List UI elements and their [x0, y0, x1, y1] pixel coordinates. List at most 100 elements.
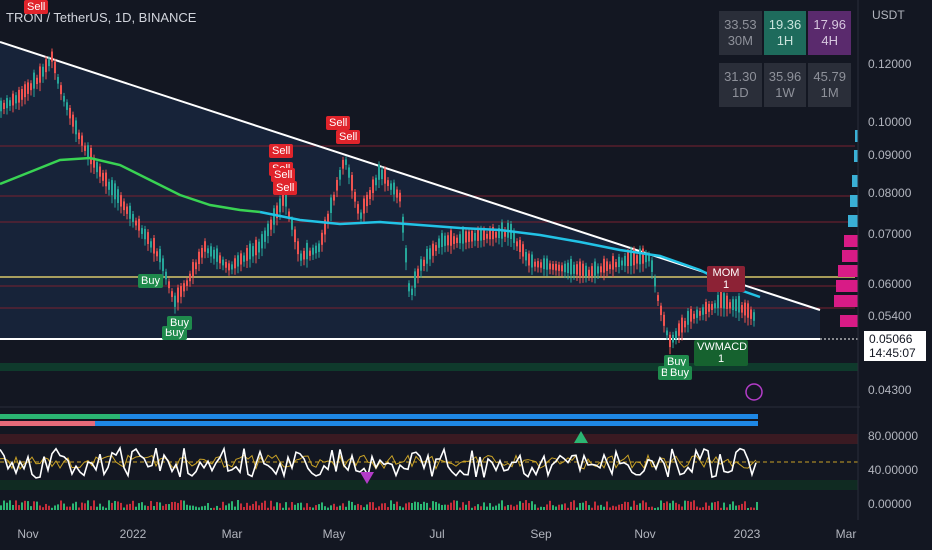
histogram-bar — [627, 502, 629, 510]
price-tick: 0.10000 — [868, 115, 912, 129]
candle-body — [102, 172, 104, 181]
candle-body — [168, 281, 170, 289]
candle-body — [147, 232, 149, 244]
symbol-title[interactable]: TRON / TetherUS, 1D, BINANCE — [6, 10, 197, 25]
candle-body — [417, 268, 419, 278]
candle-body — [21, 89, 23, 100]
candle-body — [693, 313, 695, 319]
candle-body — [654, 277, 656, 287]
histogram-bar — [537, 507, 539, 510]
histogram-bar — [78, 507, 80, 510]
candle-body — [201, 247, 203, 258]
candle-body — [387, 180, 389, 186]
histogram-bar — [327, 507, 329, 510]
candle-body — [369, 190, 371, 199]
candle-body — [390, 183, 392, 190]
sell-signal: Sell — [336, 130, 361, 144]
candle-body — [318, 243, 320, 252]
histogram-bar — [240, 503, 242, 510]
candle-body — [519, 239, 521, 253]
candle-body — [345, 159, 347, 165]
histogram-bar — [516, 504, 518, 510]
histogram-bar — [588, 505, 590, 510]
histogram-bar — [267, 507, 269, 510]
candle-body — [297, 241, 299, 255]
price-tick: 0.04300 — [868, 383, 912, 397]
candle-body — [399, 192, 401, 202]
candle-body — [261, 234, 263, 249]
histogram-bar — [732, 501, 734, 510]
candle-body — [306, 242, 308, 260]
histogram-bar — [318, 504, 320, 510]
candle-body — [630, 249, 632, 266]
histogram-bar — [381, 503, 383, 510]
candle-body — [720, 291, 722, 308]
candle-body — [6, 98, 8, 109]
histogram-bar — [282, 507, 284, 510]
candle-body — [408, 283, 410, 292]
histogram-bar — [462, 502, 464, 510]
histogram-bar — [69, 506, 71, 510]
candle-body — [156, 251, 158, 257]
candle-body — [576, 264, 578, 275]
histogram-bar — [378, 506, 380, 510]
mom-signal: MOM 1 — [707, 266, 745, 292]
candle-body — [723, 293, 725, 309]
candle-body — [321, 232, 323, 245]
histogram-bar — [204, 505, 206, 510]
candle-body — [207, 248, 209, 254]
candle-body — [192, 262, 194, 277]
candle-body — [15, 95, 17, 104]
histogram-bar — [45, 503, 47, 510]
histogram-bar — [669, 503, 671, 510]
histogram-bar — [216, 505, 218, 510]
histogram-bar — [3, 500, 5, 510]
candle-body — [312, 247, 314, 255]
histogram-bar — [693, 500, 695, 510]
candle-body — [429, 248, 431, 260]
candle-body — [354, 191, 356, 202]
candle-body — [753, 312, 755, 321]
lightning-icon — [745, 383, 763, 401]
histogram-bar — [450, 502, 452, 510]
histogram-bar — [186, 504, 188, 510]
candle-body — [393, 182, 395, 195]
histogram-bar — [369, 502, 371, 510]
histogram-bar — [228, 503, 230, 510]
histogram-bar — [213, 507, 215, 510]
histogram-bar — [555, 506, 557, 510]
histogram-bar — [429, 507, 431, 510]
candle-body — [9, 100, 11, 106]
candle-body — [303, 250, 305, 260]
candle-body — [648, 254, 650, 262]
candle-body — [69, 107, 71, 119]
indicator-tick: 80.00000 — [868, 429, 918, 443]
histogram-bar — [24, 500, 26, 510]
candle-body — [540, 262, 542, 268]
candle-body — [3, 102, 5, 110]
candle-body — [690, 308, 692, 322]
candle-body — [546, 258, 548, 270]
histogram-bar — [687, 500, 689, 510]
candle-body — [225, 261, 227, 268]
histogram-bar — [720, 507, 722, 510]
trend-strip — [0, 414, 758, 419]
histogram-bar — [753, 507, 755, 510]
candle-body — [309, 250, 311, 256]
tf-1d: 31.30 1D — [719, 63, 762, 107]
candle-body — [684, 320, 686, 328]
candle-body — [486, 233, 488, 239]
candle-body — [291, 219, 293, 230]
histogram-bar — [105, 507, 107, 510]
candle-body — [432, 243, 434, 256]
tf-1h: 19.36 1H — [763, 11, 807, 55]
oversold-band — [0, 480, 858, 490]
candle-body — [567, 262, 569, 274]
histogram-bar — [306, 503, 308, 510]
trend-strip — [0, 421, 95, 426]
histogram-bar — [177, 503, 179, 510]
candle-body — [276, 205, 278, 219]
down-triangle-icon — [360, 472, 374, 484]
candle-body — [633, 249, 635, 266]
candle-body — [243, 255, 245, 262]
